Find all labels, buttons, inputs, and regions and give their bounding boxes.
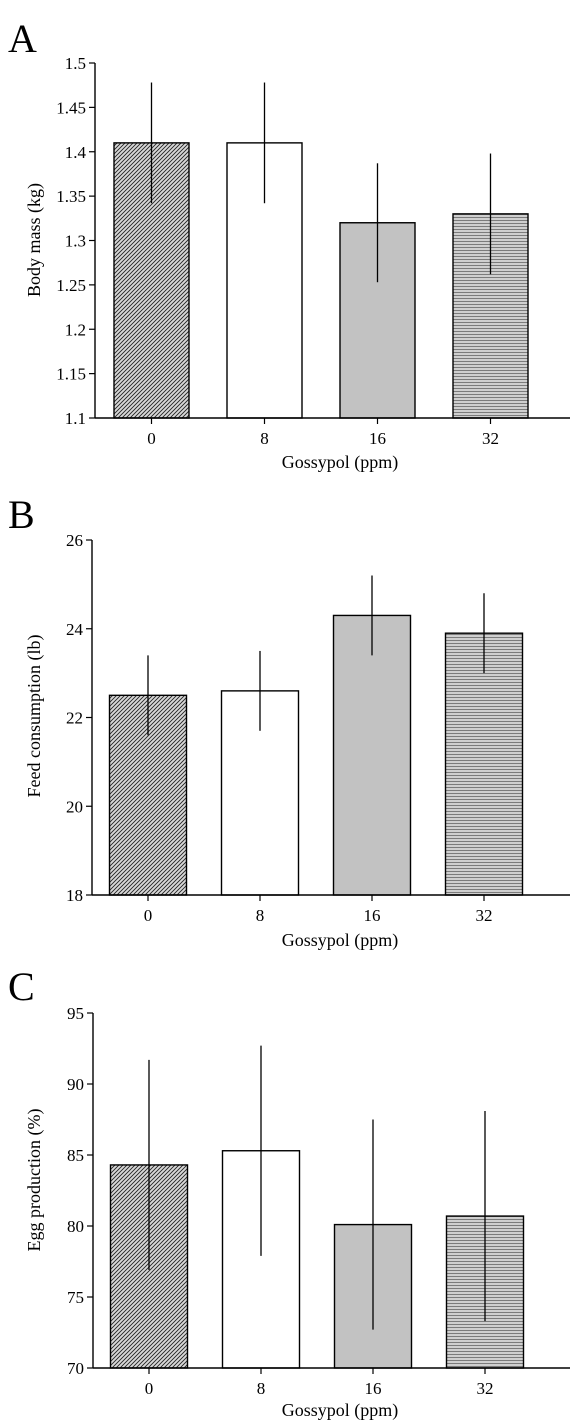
- y-tick-label-b-2: 22: [66, 709, 83, 728]
- x-tick-label-b-0: 0: [144, 906, 153, 925]
- y-tick-label-c-0: 70: [67, 1359, 84, 1378]
- y-tick-label-a-7: 1.45: [56, 98, 86, 117]
- y-tick-label-b-3: 24: [66, 620, 84, 639]
- y-tick-label-a-6: 1.4: [65, 143, 87, 162]
- panel-letter-b: B: [8, 492, 35, 537]
- x-tick-label-c-16: 16: [365, 1379, 382, 1398]
- panel-b: B Feed consumption (lb) Gossypol (ppm) 1…: [8, 492, 570, 951]
- y-tick-label-b-0: 18: [66, 886, 83, 905]
- y-axis-label-a: Body mass (kg): [24, 183, 45, 297]
- x-tick-label-c-8: 8: [257, 1379, 266, 1398]
- y-tick-label-b-4: 26: [66, 531, 83, 550]
- y-tick-label-a-8: 1.5: [65, 54, 86, 73]
- y-tick-label-a-1: 1.15: [56, 365, 86, 384]
- y-tick-label-c-4: 90: [67, 1075, 84, 1094]
- y-axis-label-c: Egg production (%): [24, 1109, 45, 1252]
- x-tick-label-a-0: 0: [147, 429, 156, 448]
- y-axis-label-b: Feed consumption (lb): [24, 635, 45, 798]
- y-tick-label-a-0: 1.1: [65, 409, 86, 428]
- y-tick-label-b-1: 20: [66, 797, 83, 816]
- panel-c: C Egg production (%) Gossypol (ppm) 70 75…: [8, 964, 570, 1421]
- bar-b-32: [444, 632, 524, 896]
- x-tick-label-a-8: 8: [260, 429, 269, 448]
- y-tick-label-c-3: 85: [67, 1146, 84, 1165]
- plot-a: 1.1 1.15 1.2 1.25 1.3 1.35 1.4 1.45 1.5 0 8 16 32: [56, 54, 570, 448]
- y-tick-label-c-5: 95: [67, 1004, 84, 1023]
- x-tick-label-a-32: 32: [482, 429, 499, 448]
- y-tick-label-a-3: 1.25: [56, 276, 86, 295]
- x-tick-label-b-32: 32: [476, 906, 493, 925]
- panel-a: A Body mass (kg) Gossypol (ppm) 1.11.151…: [8, 16, 570, 473]
- y-tick-label-a-5: 1.35: [56, 187, 86, 206]
- y-tick-label-a-4: 1.3: [65, 232, 86, 251]
- y-tick-label-c-2: 80: [67, 1217, 84, 1236]
- y-tick-label-c-1: 75: [67, 1288, 84, 1307]
- panel-letter-a: A: [8, 16, 37, 61]
- x-tick-label-b-16: 16: [364, 906, 381, 925]
- panel-letter-c: C: [8, 964, 35, 1009]
- bar-b-16: [332, 614, 412, 896]
- y-tick-label-a-2: 1.2: [65, 320, 86, 339]
- x-tick-label-c-32: 32: [477, 1379, 494, 1398]
- x-tick-label-c-0: 0: [145, 1379, 154, 1398]
- x-axis-label-a: Gossypol (ppm): [282, 452, 399, 473]
- plot-c: 70 75 80 85 90 95 0 8 16 32: [67, 1004, 570, 1398]
- x-axis-label-c: Gossypol (ppm): [282, 1400, 399, 1421]
- x-axis-label-b: Gossypol (ppm): [282, 930, 399, 951]
- x-tick-label-b-8: 8: [256, 906, 265, 925]
- plot-b: 18 20 22 24 26 0 8 16 32: [66, 531, 570, 925]
- x-tick-label-a-16: 16: [369, 429, 386, 448]
